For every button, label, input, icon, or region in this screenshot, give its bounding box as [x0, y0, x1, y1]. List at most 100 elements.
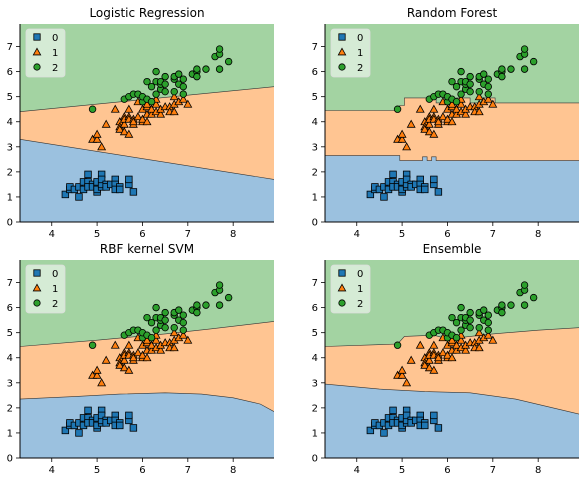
point-class-1	[474, 343, 484, 352]
point-class-1	[124, 340, 134, 349]
point-class-1	[438, 112, 448, 121]
point-class-2	[88, 341, 97, 349]
x-tick-label: 8	[535, 229, 541, 240]
point-class-1	[474, 107, 484, 116]
point-class-1	[474, 328, 484, 337]
point-class-2	[224, 57, 233, 66]
point-class-1	[429, 365, 439, 374]
y-tick-label: 2	[7, 403, 13, 414]
subplot-3: 4 5 6 7 8 0 1 2 3 4 5 6 7 RBF kernel SVM 0 1 2	[7, 242, 274, 476]
point-class-1	[142, 117, 152, 126]
point-class-1	[429, 104, 439, 113]
point-class-2	[193, 65, 201, 73]
point-class-1	[124, 104, 134, 113]
point-class-2	[175, 306, 183, 314]
point-class-1	[442, 114, 452, 123]
point-class-2	[484, 326, 492, 334]
y-tick-label: 6	[7, 303, 13, 314]
legend-label: 1	[52, 284, 58, 295]
legend-label: 1	[357, 284, 363, 295]
point-class-0	[402, 175, 411, 184]
point-class-1	[115, 360, 125, 369]
y-tick-label: 3	[312, 142, 318, 153]
point-class-1	[119, 119, 129, 128]
point-class-2	[529, 293, 538, 302]
point-class-2	[179, 326, 187, 334]
x-tick-label: 7	[490, 229, 496, 240]
y-tick-label: 7	[7, 42, 13, 53]
subplot-title: RBF kernel SVM	[100, 242, 194, 256]
point-class-1	[147, 340, 157, 349]
point-class-1	[461, 345, 471, 354]
y-tick-label: 6	[7, 67, 13, 78]
legend-marker-1	[32, 47, 42, 56]
point-class-2	[484, 90, 492, 98]
y-tick-label: 3	[7, 378, 13, 389]
subplot-title: Logistic Regression	[89, 6, 204, 20]
point-class-2	[475, 87, 483, 96]
x-tick-label: 6	[444, 465, 450, 476]
point-class-2	[161, 87, 169, 96]
legend-marker-0	[338, 269, 346, 277]
data-points	[61, 281, 233, 437]
point-class-1	[97, 378, 107, 387]
subplot-grid: 4 5 6 7 8 0 1 2 3 4 5 6 7 Logistic Regression 0 1 2 4 5 6 7 8…	[7, 6, 579, 476]
point-class-1	[406, 355, 416, 364]
point-class-0	[97, 175, 106, 184]
point-class-1	[452, 104, 462, 113]
point-class-2	[466, 87, 474, 96]
point-class-1	[420, 360, 430, 369]
y-tick-label: 0	[7, 454, 13, 465]
legend-marker-1	[337, 283, 347, 292]
legend-marker-1	[337, 47, 347, 56]
point-class-1	[124, 365, 134, 374]
point-class-2	[507, 301, 515, 309]
point-class-2	[147, 333, 156, 342]
point-class-1	[169, 343, 179, 352]
point-class-1	[97, 142, 107, 151]
point-class-2	[161, 72, 169, 81]
point-class-1	[461, 109, 471, 118]
point-class-2	[161, 80, 169, 88]
point-class-0	[366, 426, 375, 435]
point-class-2	[393, 105, 402, 113]
point-class-2	[152, 303, 160, 312]
legend-label: 2	[357, 299, 363, 310]
legend-label: 2	[52, 63, 58, 74]
point-class-0	[366, 190, 375, 199]
point-class-1	[101, 119, 111, 128]
point-class-2	[202, 301, 210, 309]
point-class-1	[128, 117, 138, 126]
point-class-2	[466, 80, 474, 88]
point-class-2	[179, 311, 187, 319]
point-class-2	[179, 318, 187, 327]
point-class-2	[393, 341, 402, 349]
point-class-1	[110, 104, 120, 113]
point-class-1	[92, 129, 102, 138]
y-tick-label: 5	[7, 328, 13, 339]
point-class-1	[442, 350, 452, 359]
legend-marker-2	[338, 63, 346, 71]
point-class-1	[169, 92, 179, 101]
data-points	[366, 281, 538, 437]
point-class-2	[161, 308, 169, 317]
y-tick-label: 1	[7, 428, 13, 439]
legend-label: 1	[52, 48, 58, 59]
point-class-1	[92, 370, 102, 379]
legend-marker-1	[32, 283, 42, 292]
point-class-0	[389, 170, 397, 179]
y-tick-label: 4	[7, 117, 13, 128]
point-class-1	[115, 124, 125, 133]
boundary-0-1	[20, 139, 274, 180]
point-class-1	[447, 353, 457, 362]
y-tick-label: 2	[312, 403, 318, 414]
y-tick-label: 0	[312, 218, 318, 229]
boundary-0-1	[325, 155, 579, 161]
point-class-1	[397, 365, 407, 374]
y-tick-label: 7	[312, 42, 318, 53]
point-class-1	[415, 340, 425, 349]
y-tick-label: 2	[312, 167, 318, 178]
point-class-2	[448, 313, 456, 322]
point-class-1	[397, 370, 407, 379]
